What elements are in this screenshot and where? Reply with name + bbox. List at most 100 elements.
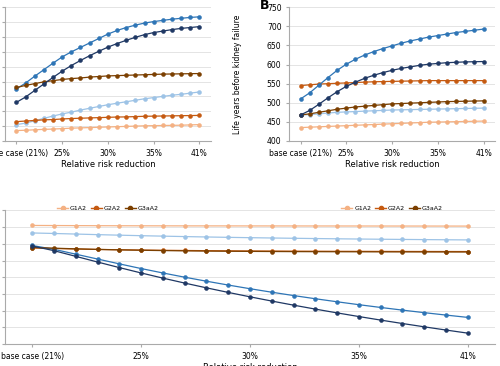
- G3aA3: [247, 295, 253, 299]
- G2A3: [312, 296, 318, 301]
- G2A3: [380, 46, 386, 51]
- G1A2: [73, 223, 79, 228]
- G3aA3: [344, 84, 349, 89]
- G2A2: [94, 247, 100, 251]
- G3aA3: [32, 88, 38, 93]
- G1A2: [389, 122, 395, 126]
- G2A3: [68, 50, 74, 54]
- G3aA2: [426, 100, 432, 105]
- G2A3: [14, 87, 20, 91]
- G2A3: [150, 19, 156, 24]
- G2A2: [196, 113, 202, 117]
- G2A3: [290, 294, 296, 298]
- G1A3: [398, 108, 404, 112]
- G3aA2: [41, 80, 47, 84]
- G1A3: [114, 101, 120, 105]
- G2A2: [160, 248, 166, 253]
- G1A3: [443, 238, 449, 242]
- G3aA3: [68, 63, 74, 68]
- G3aA2: [334, 107, 340, 112]
- G2A3: [50, 61, 56, 66]
- G2A3: [160, 271, 166, 275]
- G1A2: [105, 125, 111, 129]
- Line: G3aA3: G3aA3: [30, 244, 469, 335]
- G1A3: [416, 107, 422, 112]
- G3aA2: [225, 249, 231, 253]
- X-axis label: Relative risk reduction: Relative risk reduction: [202, 363, 298, 366]
- G2A3: [132, 23, 138, 27]
- G3aA2: [68, 76, 74, 81]
- G1A2: [416, 120, 422, 125]
- G2A3: [435, 33, 441, 38]
- G3aA3: [132, 35, 138, 40]
- G2A2: [421, 249, 427, 254]
- G3aA2: [298, 113, 304, 117]
- G1A2: [94, 224, 100, 228]
- G3aA2: [178, 72, 184, 76]
- G2A2: [105, 115, 111, 120]
- G2A3: [408, 39, 414, 43]
- G3aA2: [462, 99, 468, 104]
- G3aA2: [94, 247, 100, 251]
- G2A3: [182, 275, 188, 279]
- G1A3: [316, 112, 322, 116]
- G3aA2: [344, 106, 349, 110]
- G3aA2: [78, 76, 84, 80]
- G1A2: [196, 122, 202, 127]
- G2A2: [59, 117, 65, 121]
- G3aA3: [462, 60, 468, 64]
- G1A3: [325, 111, 331, 115]
- G1A2: [22, 128, 28, 132]
- G3aA2: [435, 100, 441, 104]
- G2A2: [453, 78, 459, 83]
- G2A2: [443, 249, 449, 254]
- G1A3: [32, 119, 38, 123]
- G3aA2: [188, 71, 194, 76]
- Line: G2A2: G2A2: [14, 113, 202, 124]
- G2A2: [298, 83, 304, 88]
- G2A3: [196, 15, 202, 19]
- X-axis label: Relative risk reduction: Relative risk reduction: [60, 160, 156, 169]
- G1A3: [480, 106, 486, 110]
- G3aA3: [269, 299, 275, 303]
- G1A2: [480, 119, 486, 123]
- G3aA3: [371, 73, 377, 78]
- G2A2: [269, 249, 275, 253]
- G3aA2: [380, 102, 386, 107]
- G1A2: [269, 224, 275, 228]
- G1A3: [160, 94, 166, 98]
- G2A3: [416, 37, 422, 41]
- G2A2: [344, 81, 349, 85]
- G3aA3: [426, 62, 432, 66]
- G3aA3: [123, 38, 129, 42]
- G2A3: [344, 62, 349, 66]
- G3aA2: [32, 82, 38, 86]
- G3aA3: [160, 29, 166, 33]
- G2A2: [426, 78, 432, 83]
- G2A3: [178, 16, 184, 20]
- G3aA2: [480, 99, 486, 103]
- G2A2: [408, 79, 414, 83]
- G2A2: [472, 78, 478, 83]
- G1A2: [51, 223, 57, 228]
- G1A3: [306, 112, 312, 117]
- Y-axis label: Life years before kidney failure: Life years before kidney failure: [233, 14, 242, 134]
- G3aA2: [160, 249, 166, 253]
- G1A3: [435, 107, 441, 111]
- G3aA2: [196, 71, 202, 76]
- G1A3: [312, 236, 318, 241]
- G1A3: [68, 110, 74, 114]
- G3aA2: [378, 250, 384, 254]
- G3aA3: [378, 318, 384, 322]
- G1A2: [290, 224, 296, 228]
- G2A3: [421, 310, 427, 315]
- G3aA3: [306, 108, 312, 113]
- G3aA3: [204, 285, 210, 290]
- Line: G1A3: G1A3: [298, 106, 486, 117]
- G3aA2: [306, 112, 312, 116]
- G3aA3: [196, 25, 202, 29]
- G1A2: [371, 122, 377, 127]
- G1A2: [114, 124, 120, 129]
- G2A2: [14, 119, 20, 124]
- G3aA3: [316, 102, 322, 107]
